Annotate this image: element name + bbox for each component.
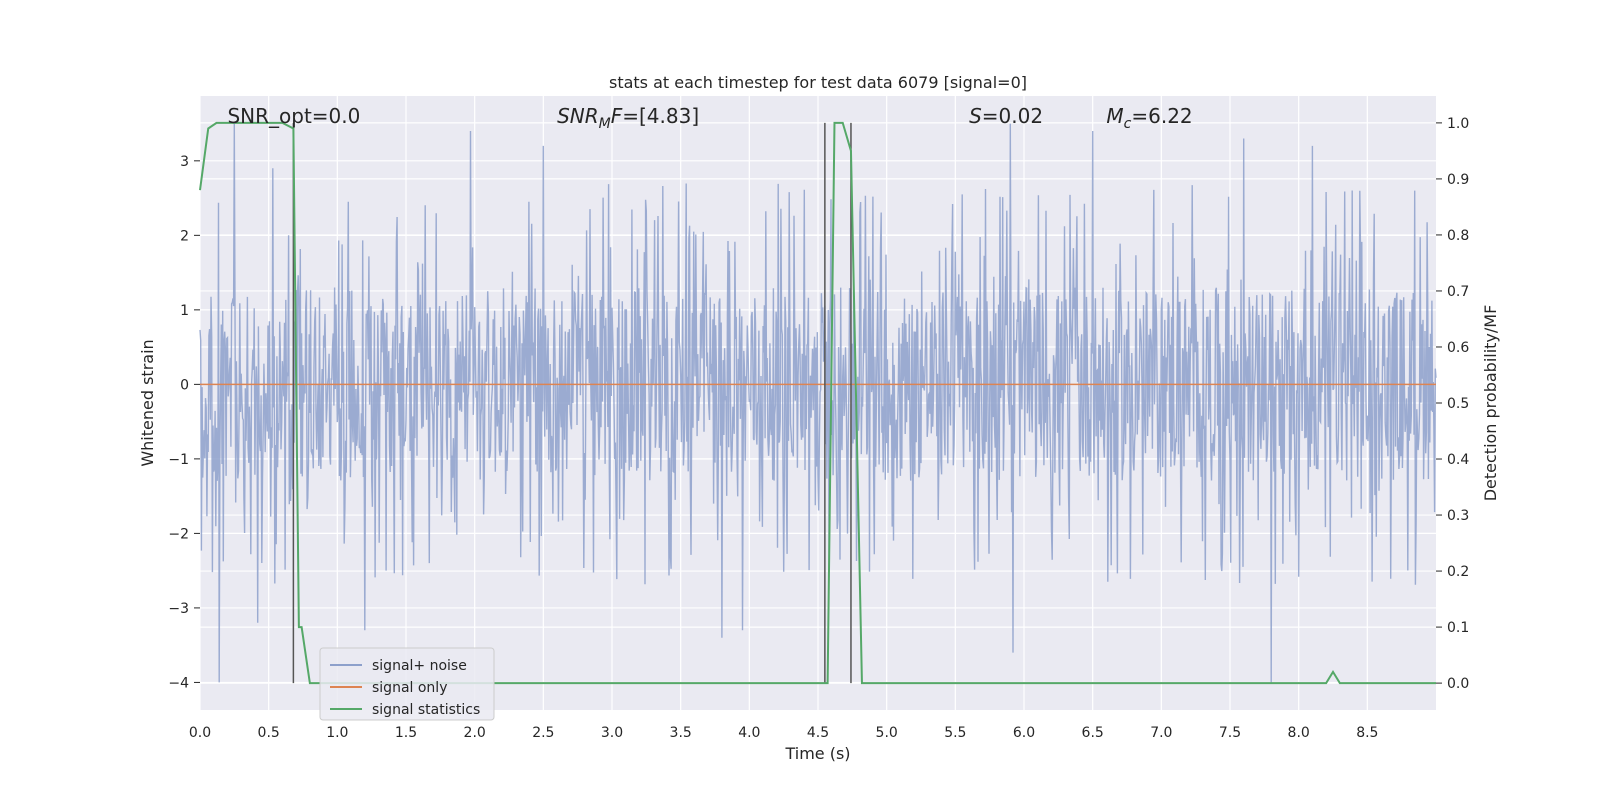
y-right-tick-label: 0.2 (1447, 564, 1469, 580)
annotations: SNR_opt=0.0 SNRMF=[4.83] S=0.02 Mc=6.22 (227, 104, 1192, 132)
annotation-3: Mc=6.22 (1106, 104, 1192, 132)
y-left-tick-label: 0 (180, 377, 189, 393)
y-right-tick-label: 0.6 (1447, 340, 1469, 356)
annotation-2: S=0.02 (969, 104, 1043, 128)
x-tick-label: 0.5 (258, 725, 280, 741)
y-left-tick-labels: 3 2 1 0 −1 −2 −3 −4 (168, 154, 200, 691)
statistics-series (199, 121, 1436, 685)
y-right-tick-labels: 1.0 0.9 0.8 0.7 0.6 0.5 0.4 0.3 0.2 0.1 0.0 (1436, 116, 1469, 692)
annotation-1: SNRMF=[4.83] (557, 104, 699, 132)
x-tick-label: 8.5 (1356, 725, 1378, 741)
y-right-tick-label: 0.1 (1447, 620, 1469, 636)
y-left-tick-label: −3 (168, 601, 189, 617)
y-right-tick-label: 0.0 (1447, 676, 1469, 692)
y-left-tick-label: 3 (180, 154, 189, 170)
y-left-tick-label: 2 (180, 228, 189, 244)
noise-series (199, 123, 1437, 683)
x-tick-label: 8.0 (1288, 725, 1310, 741)
x-axis-label: Time (s) (784, 744, 850, 763)
legend-box (319, 647, 495, 721)
legend-label: signal statistics (372, 702, 480, 718)
x-tick-label: 5.5 (944, 725, 966, 741)
x-tick-label: 1.5 (395, 725, 417, 741)
signal-statistics-line (199, 121, 1436, 685)
y-left-tick-label: −2 (168, 526, 189, 542)
y-right-tick-label: 0.3 (1447, 508, 1469, 524)
x-tick-label: 5.0 (876, 725, 898, 741)
y-right-tick-label: 0.8 (1447, 228, 1469, 244)
x-tick-label: 1.0 (326, 725, 348, 741)
y-right-tick-label: 1.0 (1447, 116, 1469, 132)
x-tick-label: 4.5 (807, 725, 829, 741)
x-tick-label: 2.5 (532, 725, 554, 741)
y-right-tick-label: 0.9 (1447, 172, 1469, 188)
x-tick-label: 2.0 (464, 725, 486, 741)
x-tick-label: 6.5 (1082, 725, 1104, 741)
x-tick-label: 0.0 (189, 725, 211, 741)
y-right-tick-label: 0.7 (1447, 284, 1469, 300)
annotation-0: SNR_opt=0.0 (227, 104, 360, 128)
legend: signal+ noise signal only signal statistic… (319, 647, 495, 721)
x-tick-label: 3.0 (601, 725, 623, 741)
x-tick-label: 3.5 (670, 725, 692, 741)
y-right-axis-label: Detection probability/MF (1481, 305, 1500, 502)
legend-label: signal+ noise (372, 658, 467, 674)
y-left-tick-label: −4 (168, 675, 189, 691)
noise-line (199, 123, 1437, 683)
y-right-tick-label: 0.4 (1447, 452, 1469, 468)
x-tick-label: 7.5 (1219, 725, 1241, 741)
legend-label: signal only (372, 680, 447, 696)
x-tick-label: 4.0 (738, 725, 760, 741)
x-tick-label: 7.0 (1150, 725, 1172, 741)
x-tick-label: 6.0 (1013, 725, 1035, 741)
y-left-axis-label: Whitened strain (138, 339, 157, 466)
y-right-tick-label: 0.5 (1447, 396, 1469, 412)
x-tick-labels: 0.0 0.5 1.0 1.5 2.0 2.5 3.0 3.5 4.0 4.5 5.0 5.5 6.0 6… (189, 725, 1379, 741)
y-left-tick-label: −1 (168, 452, 189, 468)
chart-title: stats at each timestep for test data 607… (609, 73, 1027, 92)
y-left-tick-label: 1 (180, 303, 189, 319)
